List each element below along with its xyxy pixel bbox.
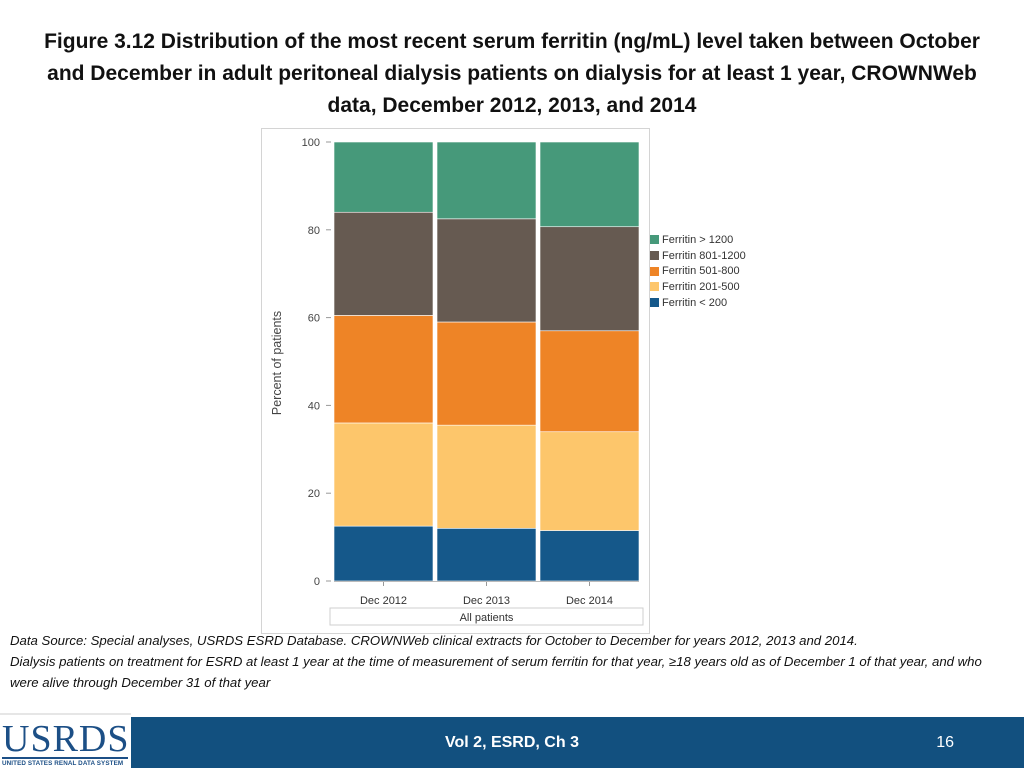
chart-legend: Ferritin > 1200 Ferritin 801-1200 Ferritin… [650, 232, 746, 310]
bar-segment-ferritin-200 [539, 530, 640, 582]
logo-subtitle: UNITED STATES RENAL DATA SYSTEM [2, 760, 124, 767]
page-number: 16 [936, 734, 954, 751]
legend-swatch [650, 251, 659, 261]
legend-item: Ferritin 801-1200 [650, 248, 746, 264]
bar-segment-ferritin-801-1200 [539, 226, 640, 332]
y-tick-label: 20 [308, 488, 320, 500]
legend-label: Ferritin 801-1200 [662, 249, 746, 262]
legend-item: Ferritin 501-800 [650, 263, 746, 279]
legend-swatch [650, 235, 659, 245]
bar-segment-ferritin-501-800 [539, 330, 640, 433]
y-tick-label: 100 [302, 137, 320, 149]
usrds-logo: USRDS UNITED STATES RENAL DATA SYSTEM [0, 713, 131, 768]
legend-label: Ferritin 201-500 [662, 280, 740, 293]
bar-segment-ferritin-200 [333, 525, 434, 582]
population-note-line: Dialysis patients on treatment for ESRD … [10, 654, 982, 690]
bar-segment-ferritin-1200 [333, 141, 434, 213]
bar-segment-ferritin-501-800 [436, 321, 537, 426]
logo-rule [2, 757, 128, 759]
data-source-note: Data Source: Special analyses, USRDS ESR… [10, 630, 1014, 693]
y-tick-label: 0 [314, 576, 320, 588]
footer-volume-label: Vol 2, ESRD, Ch 3 [445, 734, 579, 751]
bar-segment-ferritin-1200 [436, 141, 537, 220]
x-category-label: Dec 2012 [360, 595, 407, 607]
y-tick-label: 80 [308, 225, 320, 237]
x-axis-label: All patients [460, 612, 514, 624]
legend-item: Ferritin < 200 [650, 295, 746, 311]
x-axis-group-box [329, 607, 644, 626]
legend-item: Ferritin 201-500 [650, 279, 746, 295]
legend-item: Ferritin > 1200 [650, 232, 746, 248]
bar-segment-ferritin-201-500 [539, 431, 640, 531]
x-category-label: Dec 2014 [566, 595, 613, 607]
legend-label: Ferritin 501-800 [662, 265, 740, 278]
bar-segment-ferritin-1200 [539, 141, 640, 228]
legend-label: Ferritin < 200 [662, 296, 728, 309]
y-tick-label: 40 [308, 400, 320, 412]
stacked-bar-chart: 0 20 40 60 80 100 Dec 2012 Dec 2013 Dec 2014 All … [270, 137, 644, 626]
x-category-label: Dec 2013 [463, 595, 510, 607]
data-source-line: Data Source: Special analyses, USRDS ESR… [10, 633, 858, 648]
legend-label: Ferritin > 1200 [662, 233, 734, 246]
chart-frame: 0 20 40 60 80 100 Dec 2012 Dec 2013 Dec 2014 All … [261, 128, 650, 634]
y-tick-label: 60 [308, 313, 320, 325]
bar-segment-ferritin-200 [436, 528, 537, 582]
legend-swatch [650, 282, 659, 292]
slide-title: Figure 3.12 Distribution of the most rec… [44, 30, 980, 117]
bar-segment-ferritin-801-1200 [436, 218, 537, 323]
footer-bar: Vol 2, ESRD, Ch 3 16 [0, 717, 1024, 768]
bar-segment-ferritin-501-800 [333, 315, 434, 424]
legend-swatch [650, 266, 659, 276]
legend-swatch [650, 298, 659, 308]
bar-segment-ferritin-201-500 [333, 422, 434, 527]
y-axis-label: Percent of patients [270, 311, 284, 415]
bar-segment-ferritin-801-1200 [333, 211, 434, 316]
bar-segment-ferritin-201-500 [436, 424, 537, 529]
logo-wordmark: USRDS [2, 718, 130, 760]
